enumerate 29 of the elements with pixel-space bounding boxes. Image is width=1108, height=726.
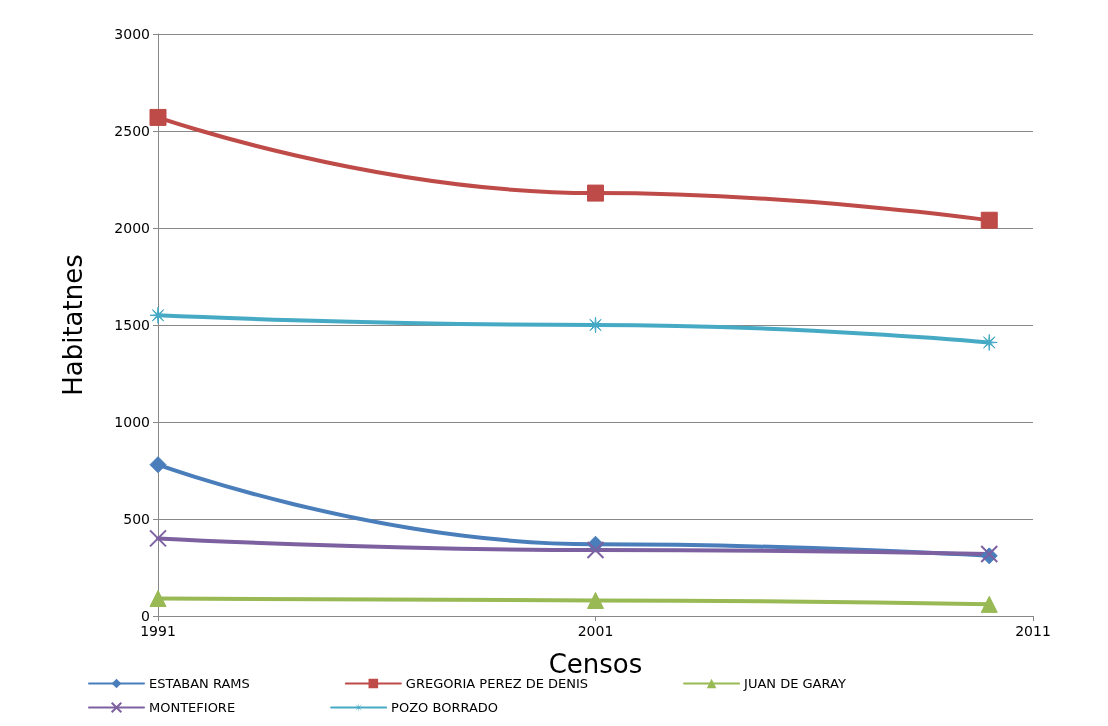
- legend-label: JUAN DE GARAY: [743, 676, 846, 691]
- point: [149, 529, 167, 548]
- point: [980, 211, 998, 229]
- x-tick-label: 1991: [140, 623, 176, 639]
- point: [587, 591, 604, 609]
- point: [587, 316, 604, 334]
- y-tick-label: 2000: [114, 220, 150, 236]
- legend-label: MONTEFIORE: [149, 700, 236, 715]
- y-axis-title: Habitatnes: [58, 254, 88, 396]
- y-tick-label: 500: [123, 511, 150, 527]
- y-tick-label: 2500: [114, 123, 150, 139]
- y-tick-label: 0: [141, 608, 150, 624]
- point: [149, 306, 167, 324]
- point: [587, 184, 604, 202]
- y-tick-label: 1500: [114, 317, 150, 333]
- point: [980, 595, 998, 613]
- x-tick-label: 2001: [577, 623, 614, 639]
- x-axis-title: Censos: [548, 649, 643, 679]
- point: [149, 108, 167, 126]
- legend-label: POZO BORRADO: [391, 700, 499, 715]
- y-tick-label: 1000: [114, 414, 150, 430]
- legend-label: GREGORIA PEREZ DE DENIS: [405, 676, 589, 691]
- legend-label: ESTABAN RAMS: [149, 676, 250, 691]
- point: [586, 541, 605, 560]
- point: [980, 333, 998, 351]
- point: [149, 456, 167, 474]
- x-tick-label: 2011: [1015, 623, 1051, 639]
- point: [149, 590, 167, 608]
- y-tick-label: 3000: [114, 26, 150, 42]
